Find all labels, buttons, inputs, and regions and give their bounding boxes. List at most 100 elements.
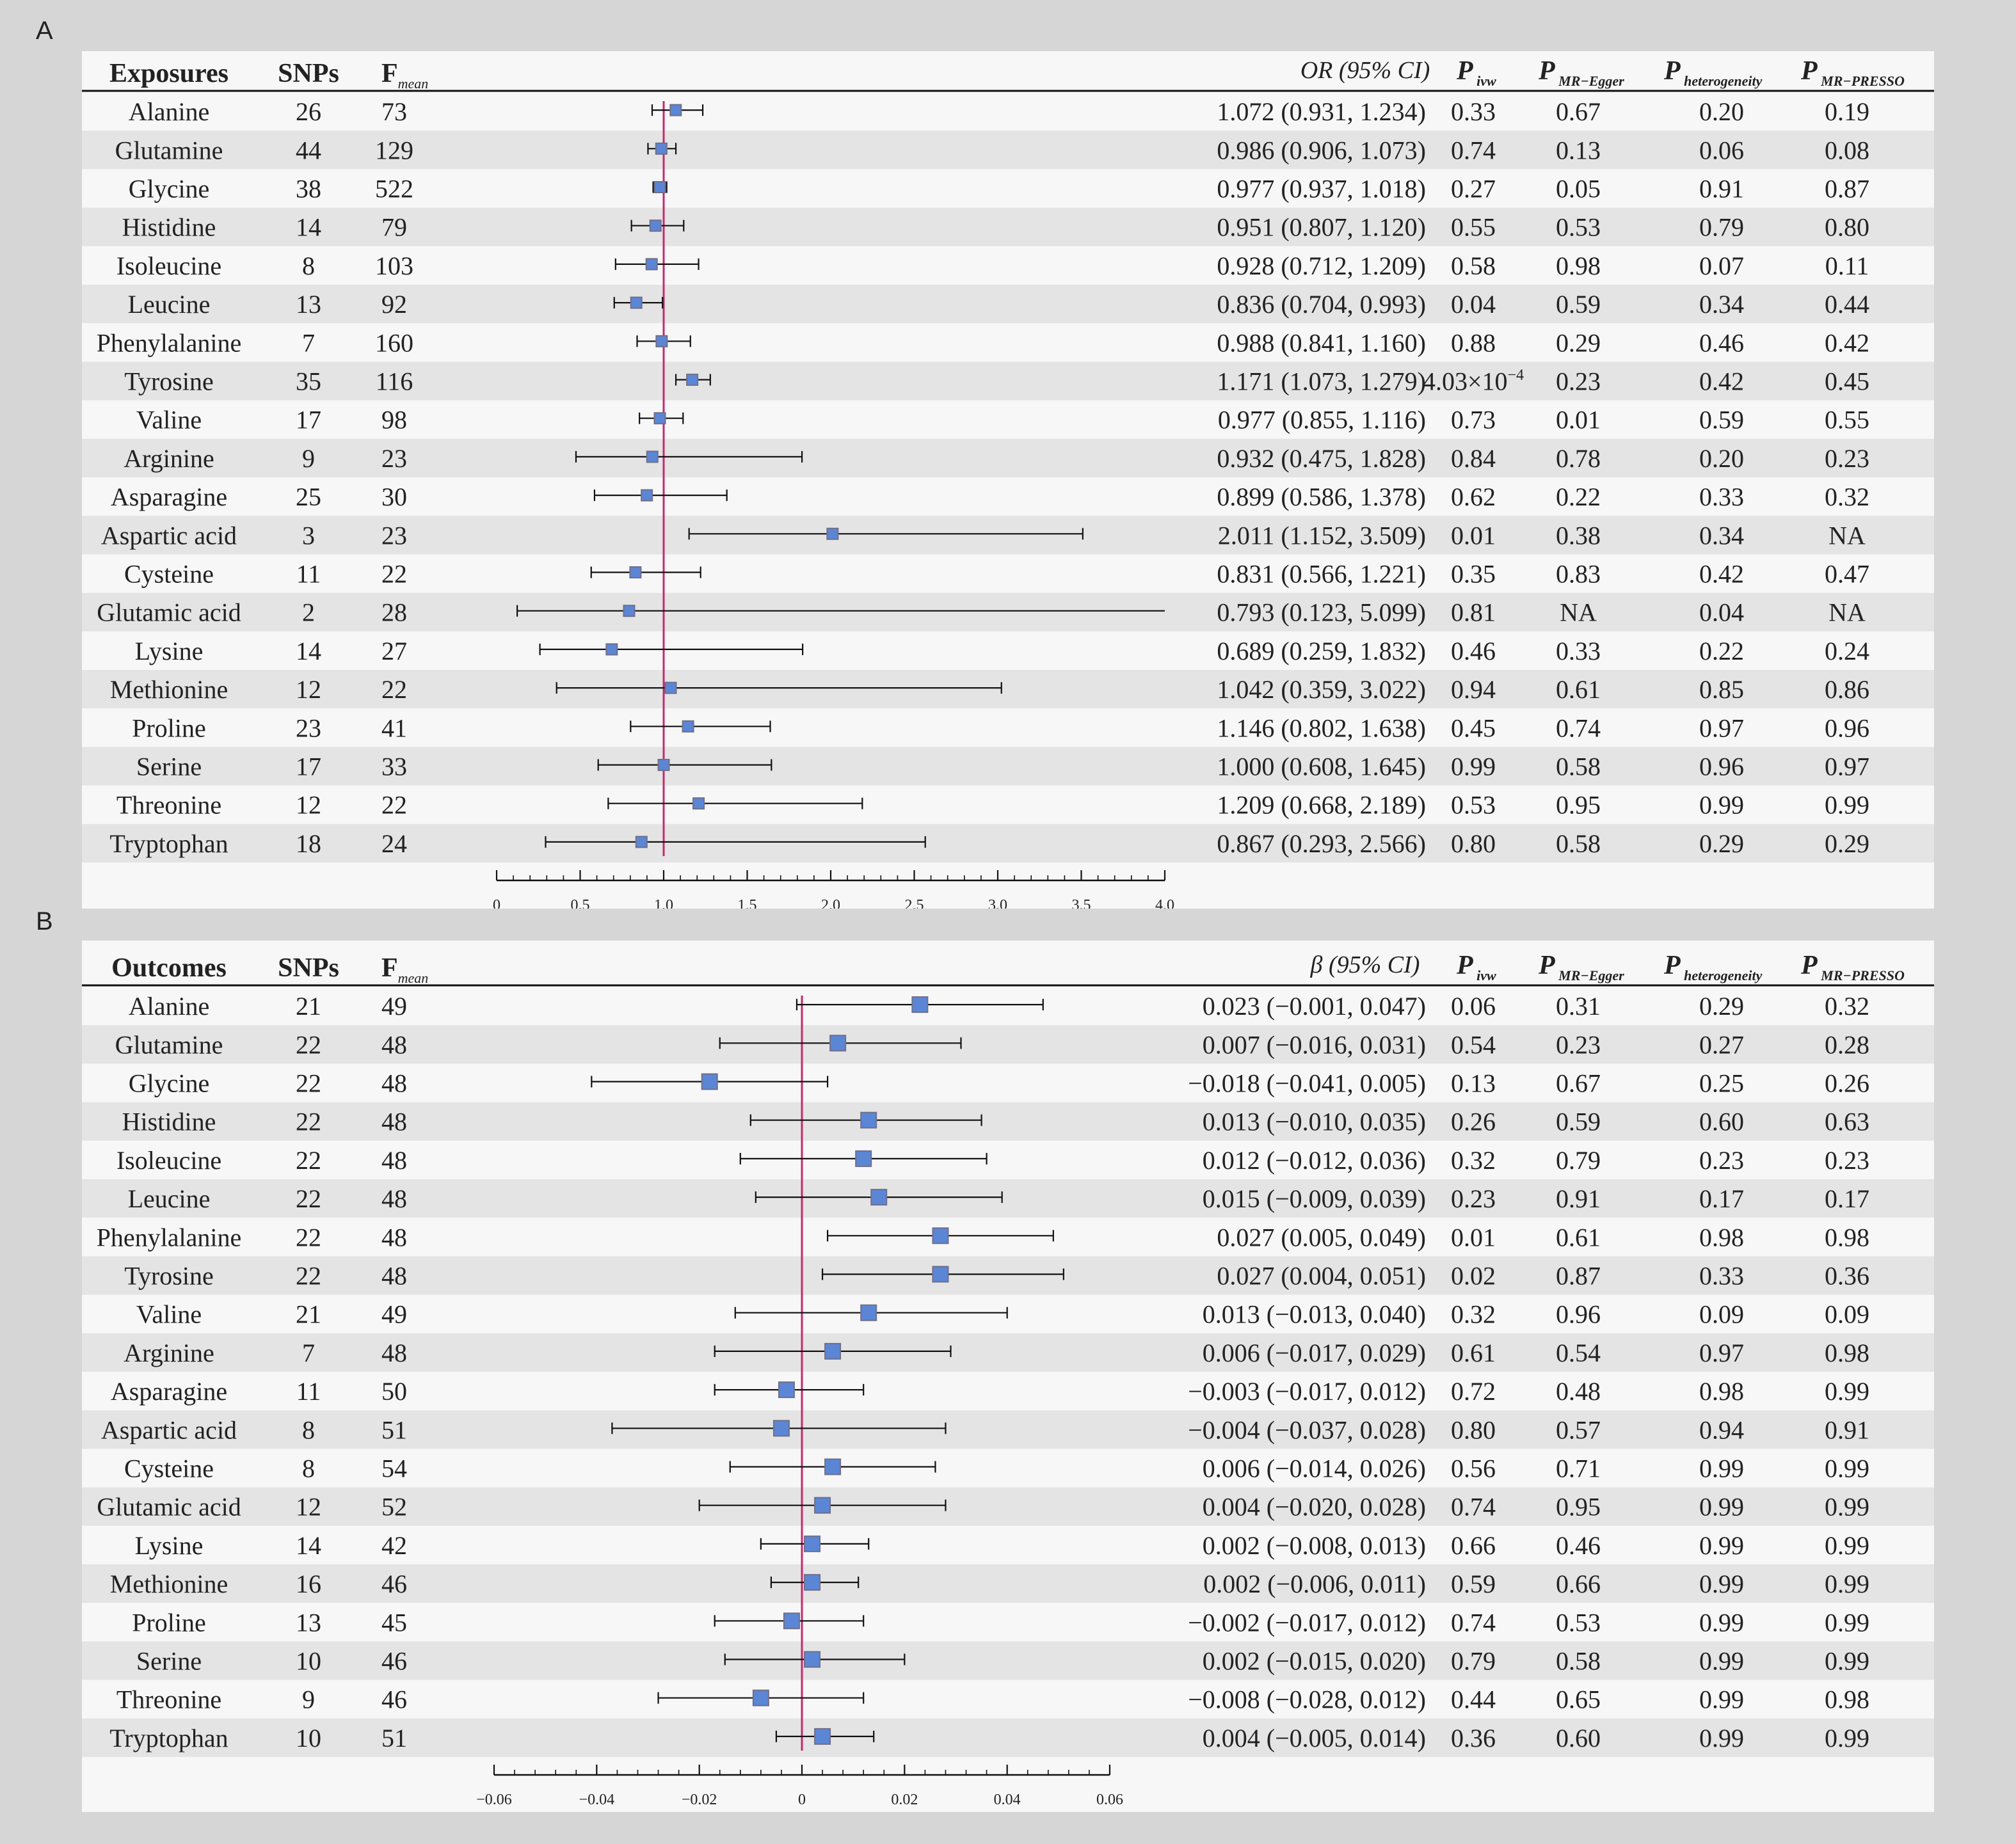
row-estimate: −0.018 (−0.041, 0.005): [1188, 1069, 1426, 1098]
row-p-presso: 0.99: [1825, 1608, 1869, 1637]
row-estimate: −0.003 (−0.017, 0.012): [1188, 1377, 1426, 1406]
row-p-ivw: 0.44: [1451, 1685, 1496, 1714]
row-p-presso: 0.26: [1825, 1069, 1869, 1098]
point-estimate: [932, 1227, 949, 1244]
row-p-egger: 0.61: [1556, 675, 1601, 704]
row-p-egger: 0.46: [1556, 1531, 1601, 1560]
row-p-egger: 0.98: [1556, 251, 1601, 280]
row-estimate: 1.171 (1.073, 1.279): [1217, 367, 1426, 396]
row-p-heterogeneity: 0.79: [1699, 213, 1744, 242]
row-p-egger: 0.74: [1556, 713, 1601, 742]
point-estimate: [657, 759, 670, 771]
row-estimate: 0.013 (−0.010, 0.035): [1203, 1108, 1426, 1136]
header-p-ivw: P ivw: [1456, 56, 1496, 89]
row-fmean: 103: [375, 251, 413, 280]
row-p-presso: 0.29: [1825, 829, 1869, 858]
row-p-ivw: 0.81: [1451, 598, 1496, 627]
table-row: [82, 362, 1934, 401]
row-snps: 8: [302, 1415, 315, 1444]
row-name: Glutamine: [115, 136, 223, 164]
x-tick-label: 4.0: [1155, 897, 1174, 909]
x-tick-label: 0: [798, 1792, 806, 1808]
row-p-presso: NA: [1828, 521, 1866, 550]
row-p-ivw: 0.13: [1451, 1069, 1496, 1098]
row-snps: 21: [296, 1300, 321, 1329]
row-name: Methionine: [110, 1570, 228, 1598]
row-snps: 22: [296, 1069, 321, 1098]
row-snps: 2: [302, 598, 315, 627]
row-snps: 25: [296, 482, 321, 511]
row-estimate: 0.986 (0.906, 1.073): [1217, 136, 1426, 164]
row-snps: 9: [302, 1685, 315, 1714]
row-p-presso: 0.98: [1825, 1685, 1869, 1714]
table-row: [82, 1487, 1934, 1526]
row-p-heterogeneity: 0.85: [1699, 675, 1744, 704]
point-estimate: [649, 219, 662, 232]
row-p-egger: NA: [1560, 598, 1597, 627]
row-estimate: 0.793 (0.123, 5.099): [1217, 598, 1426, 627]
row-p-ivw: 0.32: [1451, 1146, 1496, 1175]
row-snps: 8: [302, 251, 315, 280]
row-snps: 12: [296, 1493, 321, 1522]
row-name: Phenylalanine: [97, 1223, 242, 1252]
point-estimate: [653, 181, 666, 193]
row-estimate: 0.932 (0.475, 1.828): [1217, 444, 1426, 473]
row-name: Methionine: [110, 675, 228, 704]
point-estimate: [701, 1073, 718, 1090]
row-p-heterogeneity: 0.29: [1699, 992, 1744, 1021]
row-name: Proline: [132, 713, 206, 742]
table-row: [82, 323, 1934, 362]
row-p-egger: 0.79: [1556, 1146, 1601, 1175]
header-fmean: Fmean: [381, 59, 428, 91]
row-name: Asparagine: [111, 482, 227, 511]
row-snps: 13: [296, 1608, 321, 1637]
header-p-het: P heterogeneity: [1663, 951, 1763, 983]
row-fmean: 45: [381, 1608, 407, 1637]
row-p-ivw: 0.80: [1451, 829, 1496, 858]
row-estimate: 0.006 (−0.014, 0.026): [1203, 1454, 1426, 1483]
row-name: Lysine: [135, 637, 204, 665]
table-row: [82, 987, 1934, 1026]
row-p-egger: 0.53: [1556, 213, 1601, 242]
row-p-heterogeneity: 0.99: [1699, 1647, 1744, 1676]
row-p-egger: 0.31: [1556, 992, 1601, 1021]
row-snps: 22: [296, 1184, 321, 1213]
row-p-ivw: 0.74: [1451, 1608, 1496, 1637]
row-estimate: 0.012 (−0.012, 0.036): [1203, 1146, 1426, 1175]
header-estimate: OR (95% CI): [1300, 57, 1430, 84]
x-tick-label: 2.5: [905, 897, 924, 909]
row-snps: 22: [296, 1030, 321, 1059]
row-snps: 3: [302, 521, 315, 550]
point-estimate: [826, 527, 839, 540]
row-p-presso: NA: [1828, 598, 1866, 627]
row-fmean: 46: [381, 1570, 407, 1598]
row-p-heterogeneity: 0.20: [1699, 444, 1744, 473]
row-p-ivw: 0.02: [1451, 1262, 1496, 1291]
point-estimate: [646, 450, 659, 463]
row-p-ivw: 0.84: [1451, 444, 1496, 473]
row-snps: 10: [296, 1647, 321, 1676]
table-row: [82, 477, 1934, 516]
table-row: [82, 1410, 1934, 1449]
row-p-presso: 0.32: [1825, 992, 1869, 1021]
row-fmean: 28: [381, 598, 407, 627]
row-snps: 11: [296, 560, 321, 589]
row-snps: 38: [296, 175, 321, 203]
row-p-ivw: 0.62: [1451, 482, 1496, 511]
table-row: [82, 516, 1934, 555]
header-p-egger: P MR−Egger: [1538, 56, 1624, 89]
row-estimate: −0.008 (−0.028, 0.012): [1188, 1685, 1426, 1714]
row-name: Cysteine: [124, 1454, 214, 1483]
row-p-ivw: 0.01: [1451, 1223, 1496, 1252]
row-snps: 14: [296, 1531, 321, 1560]
table-row: [82, 438, 1934, 477]
row-p-egger: 0.05: [1556, 175, 1601, 203]
row-name: Histidine: [122, 213, 216, 242]
row-name: Aspartic acid: [101, 1415, 237, 1444]
row-snps: 18: [296, 829, 321, 858]
row-p-egger: 0.22: [1556, 482, 1601, 511]
row-p-ivw: 0.06: [1451, 992, 1496, 1021]
row-snps: 7: [302, 1339, 315, 1367]
row-fmean: 46: [381, 1685, 407, 1714]
row-p-presso: 0.63: [1825, 1108, 1869, 1136]
